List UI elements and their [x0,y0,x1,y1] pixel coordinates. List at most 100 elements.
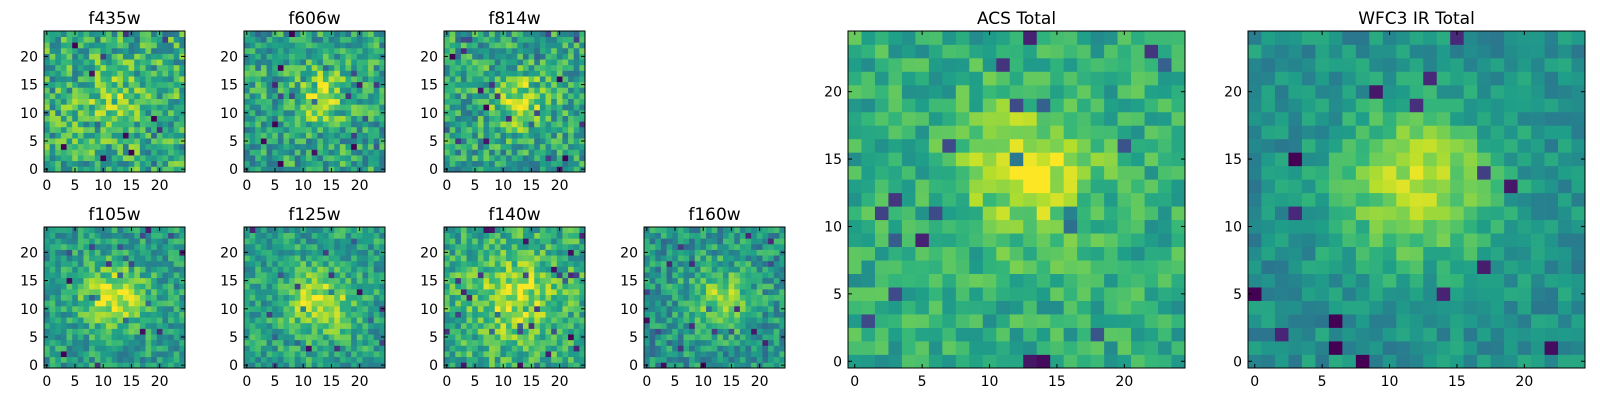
heatmap-cell [300,64,307,71]
heatmap-cell [277,70,284,77]
heatmap-cell [494,289,501,296]
heatmap-cell [568,47,575,54]
heatmap-cell [449,155,456,162]
heatmap-cell [266,149,273,156]
heatmap-cell [773,322,780,329]
heatmap-cell [300,53,307,60]
heatmap-cell [122,42,129,49]
heatmap-cell [644,266,650,273]
heatmap-cell [506,339,513,346]
heatmap-cell [106,36,113,43]
heatmap-cell [162,36,169,43]
heatmap-cell [477,81,484,88]
heatmap-cell [551,356,558,363]
heatmap-cell [545,132,552,139]
heatmap-cell [562,277,569,284]
heatmap-cell [111,166,118,173]
heatmap-cell [117,322,124,329]
heatmap-cell [1077,165,1091,180]
heatmap-cell [156,42,163,49]
heatmap-cell [1171,165,1186,180]
heatmap-cell [522,227,529,233]
heatmap-cell [969,273,984,288]
heatmap-cell [734,272,741,279]
heatmap-cell [573,87,580,94]
heatmap-cell [739,311,746,318]
heatmap-cell [517,143,524,150]
heatmap-cell [494,53,501,60]
heatmap-cell [94,166,101,173]
heatmap-cell [494,76,501,83]
heatmap-cell [779,289,786,296]
heatmap-cell [306,322,313,329]
heatmap-cell [289,294,296,301]
heatmap-cell [489,109,496,116]
heatmap-cell [562,138,569,145]
heatmap-cell [60,36,67,43]
heatmap-cell [100,70,107,77]
heatmap-cell [249,328,256,335]
heatmap-cell [460,317,467,324]
heatmap-cell [449,300,456,307]
heatmap-cell [145,243,152,250]
heatmap-cell [568,42,575,49]
heatmap-cell [460,322,467,329]
heatmap-cell [683,362,690,369]
heatmap-cell [151,345,158,352]
heatmap-cell [722,289,729,296]
heatmap-cell [901,179,916,194]
heatmap-cell [368,47,375,54]
heatmap-cell [145,339,152,346]
heatmap-cell [773,227,780,233]
heatmap-cell [328,59,335,66]
heatmap-cell [506,272,513,279]
heatmap-cell [44,76,50,83]
heatmap-cell [449,289,456,296]
heatmap-cell [466,238,473,245]
heatmap-cell [294,272,301,279]
heatmap-cell [77,362,84,369]
heatmap-cell [539,109,546,116]
y-tick-label: 20 [20,49,38,65]
heatmap-cell [1023,233,1038,248]
heatmap-cell [534,272,541,279]
heatmap-cell [255,227,262,233]
heatmap-cell [762,227,769,233]
heatmap-cell [539,70,546,77]
heatmap-cell [111,227,118,233]
heatmap-cell [751,305,758,312]
heatmap-cell [249,59,256,66]
heatmap-cell [483,283,490,290]
heatmap-cell [1158,246,1172,261]
heatmap-cell [982,219,997,234]
heatmap-cell [942,179,957,194]
heatmap-cell [162,59,169,66]
heatmap-cell [368,42,375,49]
heatmap-cell [534,317,541,324]
heatmap-cell [77,81,84,88]
x-tick-label: 20 [351,178,369,194]
heatmap-cell [49,31,56,37]
heatmap-cell [472,36,479,43]
heatmap-cell [362,143,369,150]
heatmap-cell [562,160,569,167]
heatmap-cell [449,243,456,250]
heatmap-cell [551,81,558,88]
heatmap-cell [466,351,473,358]
heatmap-cell [151,305,158,312]
heatmap-cell [517,87,524,94]
heatmap-cell [111,334,118,341]
heatmap-cell [568,126,575,133]
heatmap-cell [356,155,363,162]
heatmap-cell [83,47,90,54]
heatmap-cell [134,277,141,284]
heatmap-cell [117,87,124,94]
heatmap-cell [655,232,662,239]
heatmap-cell [94,345,101,352]
heatmap-cell [289,143,296,150]
heatmap-cell [151,31,158,37]
heatmap-cell [700,249,707,256]
heatmap-cell [100,104,107,111]
heatmap-cell [444,42,450,49]
heatmap-cell [244,143,250,150]
